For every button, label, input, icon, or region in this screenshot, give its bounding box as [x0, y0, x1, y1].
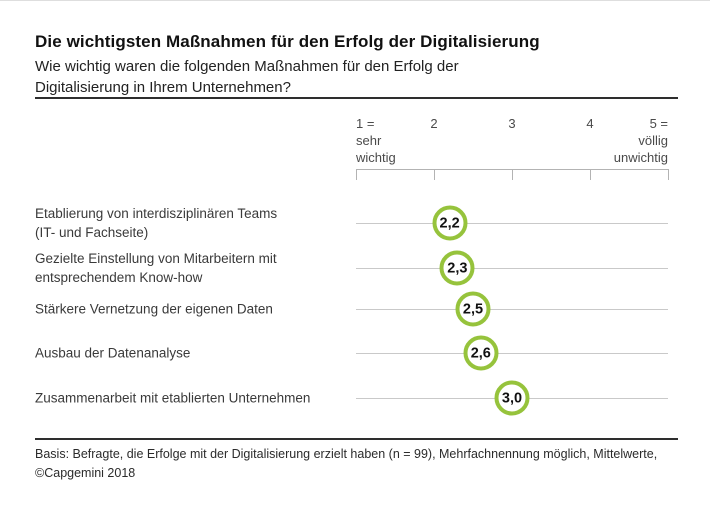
- axis-tick: [590, 170, 591, 180]
- row-line: [356, 223, 668, 224]
- measure-label: Gezielte Einstellung von Mitarbeitern mi…: [35, 251, 277, 285]
- measure-label: Ausbau der Datenanalyse: [35, 345, 191, 361]
- measure-label: Zusammenarbeit mit etablierten Unternehm…: [35, 390, 311, 406]
- row-line: [356, 353, 668, 354]
- scale-ruler: [356, 169, 669, 180]
- scale-label-1: 1 = sehr wichtig: [356, 116, 396, 165]
- footer: Basis: Befragte, die Erfolge mit der Dig…: [35, 445, 657, 483]
- copyright: ©Capgemini 2018: [35, 466, 136, 480]
- scale-label-4: 4: [586, 116, 594, 131]
- value-marker: 2,2: [432, 205, 468, 241]
- row-line: [356, 309, 668, 310]
- value-marker: 2,5: [455, 291, 491, 327]
- axis-tick: [356, 170, 357, 180]
- axis-tick: [668, 170, 669, 180]
- header-divider: [35, 97, 678, 99]
- axis-tick: [434, 170, 435, 180]
- scale-label-5: 5 = völlig unwichtig: [613, 116, 668, 165]
- measure-label: Stärkere Vernetzung der eigenen Daten: [35, 301, 273, 317]
- page-title: Die wichtigsten Maßnahmen für den Erfolg…: [35, 32, 540, 51]
- row-line: [356, 268, 668, 269]
- scale-label-2: 2: [430, 116, 438, 131]
- basis-note: Basis: Befragte, die Erfolge mit der Dig…: [35, 447, 658, 461]
- value-marker: 2,3: [439, 250, 475, 286]
- scale-label-3: 3: [508, 116, 516, 131]
- page-subtitle: Wie wichtig waren die folgenden Maßnahme…: [35, 58, 459, 96]
- measure-label: Etablierung von interdisziplinären Teams…: [35, 206, 278, 240]
- value-marker: 2,6: [463, 335, 499, 371]
- footer-divider: [35, 438, 678, 440]
- value-marker: 3,0: [494, 380, 530, 416]
- axis-tick: [512, 170, 513, 180]
